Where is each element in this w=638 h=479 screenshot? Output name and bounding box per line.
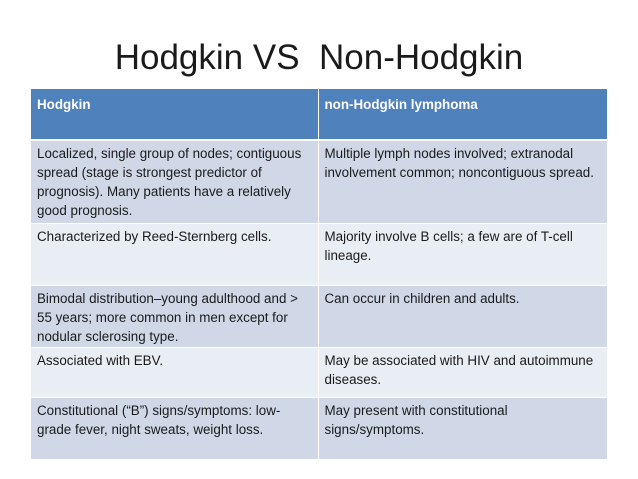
comparison-table: Hodgkin non-Hodgkin lymphoma Localized, … — [31, 89, 607, 459]
table-header-row: Hodgkin non-Hodgkin lymphoma — [31, 89, 607, 141]
cell-non-hodgkin: Majority involve B cells; a few are of T… — [317, 222, 607, 285]
table-row: Characterized by Reed-Sternberg cells. M… — [31, 222, 607, 285]
slide-title: Hodgkin VS Non-Hodgkin — [114, 38, 524, 77]
cell-non-hodgkin: Can occur in children and adults. — [317, 284, 607, 347]
table-row: Constitutional (“B”) signs/symptoms: low… — [31, 396, 607, 459]
header-hodgkin: Hodgkin — [31, 89, 318, 141]
table-row: Localized, single group of nodes; contig… — [31, 139, 607, 223]
cell-hodgkin: Associated with EBV. — [31, 346, 318, 397]
cell-hodgkin: Characterized by Reed-Sternberg cells. — [31, 222, 318, 285]
cell-non-hodgkin: May be associated with HIV and autoimmun… — [317, 346, 607, 397]
cell-non-hodgkin: Multiple lymph nodes involved; extranoda… — [317, 139, 607, 223]
header-non-hodgkin: non-Hodgkin lymphoma — [317, 89, 607, 141]
table-row: Bimodal distribution–young adulthood and… — [31, 284, 607, 347]
cell-hodgkin: Constitutional (“B”) signs/symptoms: low… — [31, 396, 318, 459]
cell-non-hodgkin: May present with constitutional signs/sy… — [317, 396, 607, 459]
table-row: Associated with EBV. May be associated w… — [31, 346, 607, 397]
cell-hodgkin: Localized, single group of nodes; contig… — [31, 139, 318, 223]
cell-hodgkin: Bimodal distribution–young adulthood and… — [31, 284, 318, 347]
